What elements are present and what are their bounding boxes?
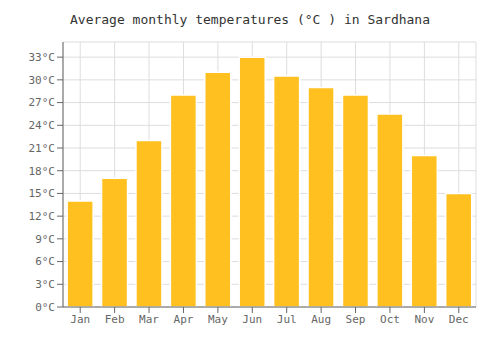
svg-text:Jun: Jun [242, 313, 262, 326]
svg-text:Mar: Mar [139, 313, 159, 326]
svg-text:0°C: 0°C [35, 301, 55, 314]
svg-text:15°C: 15°C [29, 187, 56, 200]
svg-text:33°C: 33°C [29, 51, 56, 64]
svg-text:Apr: Apr [174, 313, 194, 326]
svg-text:Nov: Nov [414, 313, 434, 326]
svg-text:30°C: 30°C [29, 74, 56, 87]
svg-text:27°C: 27°C [29, 96, 56, 109]
svg-text:3°C: 3°C [35, 278, 55, 291]
svg-text:9°C: 9°C [35, 233, 55, 246]
svg-text:May: May [208, 313, 228, 326]
svg-text:21°C: 21°C [29, 142, 56, 155]
svg-text:Feb: Feb [105, 313, 125, 326]
svg-text:18°C: 18°C [29, 165, 56, 178]
svg-text:Dec: Dec [449, 313, 469, 326]
svg-text:Aug: Aug [311, 313, 331, 326]
svg-text:Jan: Jan [70, 313, 90, 326]
svg-text:Sep: Sep [346, 313, 366, 326]
svg-text:6°C: 6°C [35, 255, 55, 268]
svg-text:12°C: 12°C [29, 210, 56, 223]
html-text:Average monthly temperatures (: Average monthly temperatures (°C ) in Sa… [70, 12, 430, 27]
svg-text:24°C: 24°C [29, 119, 56, 132]
svg-text:Oct: Oct [380, 313, 400, 326]
svg-text:Jul: Jul [277, 313, 297, 326]
